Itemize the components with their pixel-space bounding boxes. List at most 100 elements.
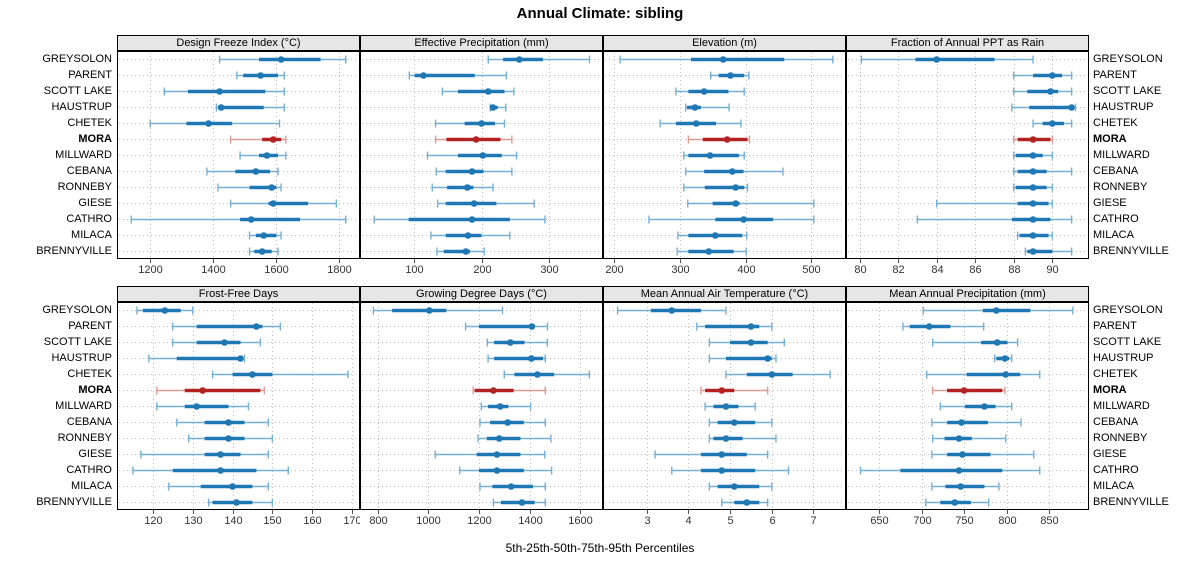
x-tick-label: 88 [1008,264,1020,276]
row-label-left-giese-row1: GIESE [78,197,112,209]
row-label-left-brennyville-row1: BRENNYVILLE [36,245,112,257]
row-label-left-greysolon-row2: GREYSOLON [42,304,112,316]
series-milaca-design-freeze-index-c [248,231,282,240]
panel-border [360,51,603,259]
x-tick-label: 6 [769,515,775,527]
x-axis-mean-annual-precipitation-mm: 650 700 750 800 850 [870,510,1059,527]
row-label-right-scott-lake-row2: SCOTT LAKE [1093,336,1162,348]
row-label-right-ronneby-row2: RONNEBY [1093,432,1148,444]
panel-plot-growing-degree-days-c: 800 1000 1200 1400 1600 [360,302,603,527]
x-tick-label: 700 [913,515,931,527]
row-label-right-cebana-row1: CEBANA [1093,165,1139,177]
x-tick-label: 82 [892,264,904,276]
series-cathro-elevation-m [648,215,815,224]
series-chetek-frost-free-days [211,370,349,379]
row-label-left-scott-lake-row1: SCOTT LAKE [43,85,112,97]
row-label-left-mora-row1: MORA [78,133,112,145]
row-label-right-milaca-row2: MILACA [1093,480,1134,492]
row-label-right-chetek-row2: CHETEK [1093,368,1138,380]
series-mora-growing-degree-days-c [472,386,546,395]
row-label-left-chetek-row1: CHETEK [67,117,112,129]
panel-strip-growing-degree-days-c: Growing Degree Days (°C) [360,286,603,302]
x-axis-mean-annual-air-temperature-c: 3 4 5 6 7 [644,510,817,527]
x-axis-elevation-m: 200 300 400 500 [605,259,821,276]
page-title: Annual Climate: sibling [516,5,684,22]
series-brennyville-mean-annual-air-temperature-c [721,498,769,507]
panel-border [360,302,603,510]
row-label-left-milaca-row2: MILACA [71,480,112,492]
panel-plot-design-freeze-index-c: 1200 1400 1600 1800 [117,51,360,276]
series-chetek-elevation-m [659,119,742,128]
panel-border [117,302,360,510]
panel-strip-mean-annual-precipitation-mm: Mean Annual Precipitation (mm) [846,286,1089,302]
row-label-right-cathro-row2: CATHRO [1093,464,1139,476]
series-haustrup-mean-annual-air-temperature-c [708,354,777,363]
series-milaca-mean-annual-precipitation-mm [931,482,1000,491]
series-chetek-growing-degree-days-c [503,370,591,379]
row-label-left-mora-row2: MORA [78,384,112,396]
series-parent-design-freeze-index-c [236,71,285,80]
row-label-right-mora-row2: MORA [1093,384,1127,396]
x-tick-label: 140 [224,515,242,527]
x-axis-growing-degree-days-c: 800 1000 1200 1400 1600 [369,510,593,527]
panel-strip-effective-precipitation-mm: Effective Precipitation (mm) [360,35,603,51]
x-tick-label: 86 [969,264,981,276]
series-giese-mean-annual-air-temperature-c [654,450,769,459]
x-axis-design-freeze-index-c: 1200 1400 1600 1800 [138,259,352,276]
row-label-right-ronneby-row1: RONNEBY [1093,181,1148,193]
x-tick-label: 200 [473,264,491,276]
x-tick-label: 300 [671,264,689,276]
row-label-left-greysolon-row1: GREYSOLON [42,53,112,65]
series-greysolon-elevation-m [619,55,834,64]
row-label-right-giese-row1: GIESE [1093,197,1127,209]
series-scott-lake-mean-annual-air-temperature-c [708,338,786,347]
row-label-left-haustrup-row1: HAUSTRUP [51,101,112,113]
row-label-left-milaca-row1: MILACA [71,229,112,241]
x-tick-label: 5 [727,515,733,527]
series-brennyville-frost-free-days [207,498,274,507]
series-milaca-elevation-m [677,231,748,240]
series-haustrup-frost-free-days [148,354,246,363]
series-millward-design-freeze-index-c [239,151,287,160]
row-label-right-mora-row1: MORA [1093,133,1127,145]
series-cathro-mean-annual-air-temperature-c [671,466,790,475]
row-label-left-cebana-row1: CEBANA [66,165,112,177]
row-label-right-millward-row2: MILLWARD [1093,400,1150,412]
series-giese-growing-degree-days-c [434,450,546,459]
x-tick-label: 1200 [467,515,491,527]
series-haustrup-mean-annual-precipitation-mm [993,354,1013,363]
series-mora-frost-free-days [156,386,266,395]
x-tick-label: 800 [998,515,1016,527]
series-ronneby-design-freeze-index-c [217,183,282,192]
x-tick-label: 1000 [416,515,440,527]
row-label-left-ronneby-row2: RONNEBY [57,432,112,444]
series-cathro-effective-precipitation-mm [373,215,546,224]
series-cebana-mean-annual-precipitation-mm [931,418,1022,427]
panel-border [603,51,846,259]
series-cebana-effective-precipitation-mm [435,167,513,176]
series-ronneby-frost-free-days [188,434,274,443]
series-mora-mean-annual-precipitation-mm [931,386,1006,395]
series-giese-design-freeze-index-c [229,199,338,208]
x-tick-label: 300 [540,264,558,276]
series-haustrup-growing-degree-days-c [487,354,546,363]
row-label-left-cebana-row2: CEBANA [66,416,112,428]
series-mora-design-freeze-index-c [229,135,287,144]
row-label-left-giese-row2: GIESE [78,448,112,460]
series-millward-effective-precipitation-mm [426,151,518,160]
series-millward-mean-annual-precipitation-mm [939,402,1013,411]
row-label-left-brennyville-row2: BRENNYVILLE [36,496,112,508]
series-cathro-design-freeze-index-c [130,215,347,224]
row-label-right-millward-row1: MILLWARD [1093,149,1150,161]
row-label-left-millward-row1: MILLWARD [55,149,112,161]
series-cebana-growing-degree-days-c [479,418,546,427]
series-parent-fraction-of-annual-ppt-as-rain [1013,71,1073,80]
panel-plot-effective-precipitation-mm: 100 200 300 [360,51,603,276]
row-label-left-parent-row1: PARENT [68,69,112,81]
panel-plot-elevation-m: 200 300 400 500 [603,51,846,276]
series-haustrup-design-freeze-index-c [215,103,285,112]
row-label-right-parent-row1: PARENT [1093,69,1137,81]
panel-strip-mean-annual-air-temperature-c: Mean Annual Air Temperature (°C) [603,286,846,302]
series-cebana-elevation-m [685,167,784,176]
